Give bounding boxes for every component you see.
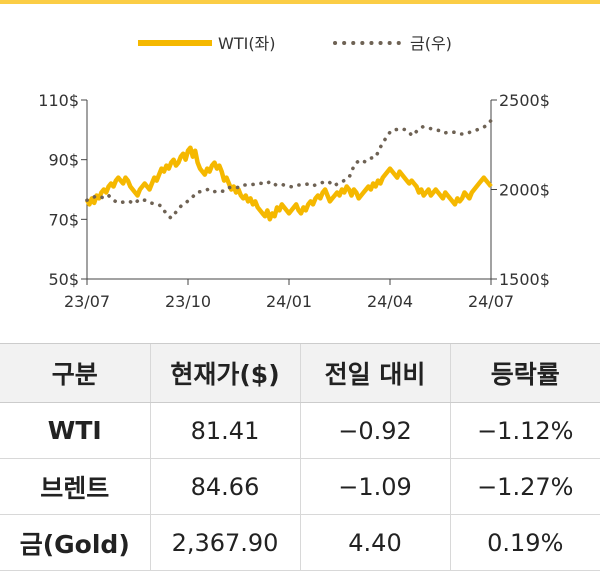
header-category: 구분 (0, 343, 150, 403)
header-current-price: 현재가($) (149, 343, 300, 403)
legend-label-gold: 금(우) (410, 34, 452, 53)
x-tick-label: 24/01 (266, 292, 312, 311)
y-right-tick-label: 1500$ (499, 270, 550, 289)
x-tick-label: 24/07 (468, 292, 514, 311)
y-left-tick-label: 50$ (48, 270, 79, 289)
x-tick-label: 24/04 (367, 292, 413, 311)
cell-rate: −1.12% (449, 402, 600, 459)
chart-series (85, 118, 493, 222)
legend: WTI(좌) 금(우) (138, 34, 452, 53)
cell-price: 81.41 (149, 402, 300, 459)
table-row-wti: WTI 81.41 −0.92 −1.12% (0, 402, 600, 459)
series-line-wti (85, 145, 493, 222)
x-tick-label: 23/07 (64, 292, 110, 311)
chart-axes: 110$ 90$ 70$ 50$ 2500$ 2000$ 1500$ 23/07 23/10 24… (38, 91, 550, 311)
y-right-tick-label: 2000$ (499, 181, 550, 200)
cell-price: 2,367.90 (149, 514, 300, 571)
table-row-brent: 브렌트 84.66 −1.09 −1.27% (0, 458, 600, 515)
series-line-gold (85, 118, 493, 221)
x-tick-label: 23/10 (165, 292, 211, 311)
cell-change: −0.92 (299, 402, 450, 459)
y-left-tick-label: 70$ (48, 210, 79, 229)
price-chart: WTI(좌) 금(우) 110$ 90$ 70$ 50$ 2500$ 2000$ 1500$ 2… (38, 34, 550, 311)
cell-change: −1.09 (299, 458, 450, 515)
cell-rate: 0.19% (449, 514, 600, 571)
cell-price: 84.66 (149, 458, 300, 515)
top-accent-bar (0, 0, 600, 4)
cell-name: 금(Gold) (0, 514, 150, 571)
cell-name: WTI (0, 402, 150, 459)
header-change-rate: 등락률 (449, 343, 600, 403)
table-row-gold: 금(Gold) 2,367.90 4.40 0.19% (0, 514, 600, 571)
cell-rate: −1.27% (449, 458, 600, 515)
price-summary-table: 구분 현재가($) 전일 대비 등락률 WTI 81.41 −0.92 −1.1… (0, 343, 600, 571)
y-left-tick-label: 110$ (38, 91, 79, 110)
header-day-change: 전일 대비 (299, 343, 450, 403)
y-left-tick-label: 90$ (48, 151, 79, 170)
cell-change: 4.40 (299, 514, 450, 571)
y-right-tick-label: 2500$ (499, 91, 550, 110)
legend-label-wti: WTI(좌) (218, 34, 276, 53)
cell-name: 브렌트 (0, 458, 150, 515)
table-header-row: 구분 현재가($) 전일 대비 등락률 (0, 343, 600, 403)
